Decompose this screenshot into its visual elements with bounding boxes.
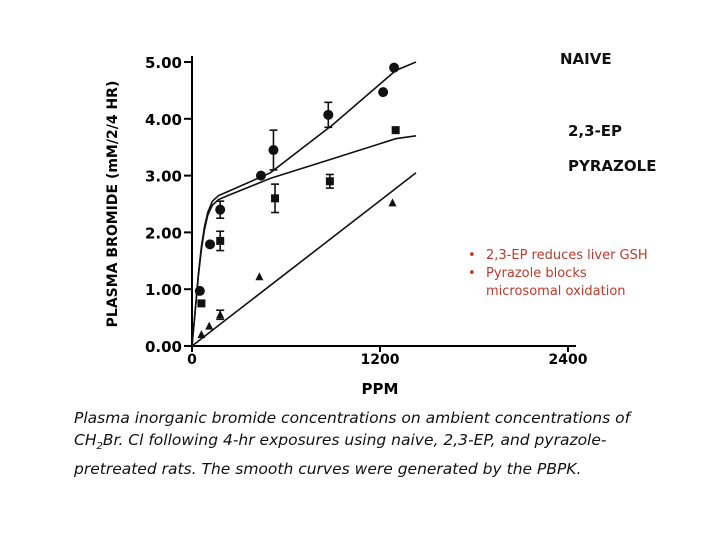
model-curves bbox=[191, 61, 417, 347]
point-2-3-ep bbox=[271, 194, 280, 203]
point-2-3-ep bbox=[391, 126, 400, 135]
y-tick-label: 4.00 bbox=[145, 111, 182, 129]
point-naive bbox=[378, 87, 389, 98]
point-2-3-ep bbox=[216, 236, 225, 245]
point-naive bbox=[205, 239, 216, 250]
point-naive bbox=[323, 109, 334, 120]
figure-caption: Plasma inorganic bromide concentrations … bbox=[74, 407, 684, 480]
legend-label-pyrazole: PYRAZOLE bbox=[568, 157, 656, 175]
point-pyrazole bbox=[388, 198, 397, 207]
y-tick-label: 3.00 bbox=[145, 168, 182, 186]
curve-2-3-ep bbox=[191, 135, 417, 347]
annotation-bullet: • bbox=[468, 266, 476, 281]
annotation-line: 2,3-EP reduces liver GSH bbox=[486, 248, 648, 263]
x-tick-label: 2400 bbox=[549, 352, 588, 368]
caption-part2: Br. Cl following 4-hr exposures using na… bbox=[74, 431, 607, 479]
point-pyrazole bbox=[197, 330, 206, 339]
annotation-line: microsomal oxidation bbox=[486, 284, 626, 299]
caption-subscript: 2 bbox=[96, 441, 103, 453]
y-tick-label: 5.00 bbox=[145, 54, 182, 72]
bromide-chart: PPM PLASMA BROMIDE (mM/2/4 HR) 0.00 1.00 2.… bbox=[105, 50, 686, 398]
point-pyrazole bbox=[216, 310, 225, 319]
x-axis-title: PPM bbox=[362, 380, 399, 398]
point-naive bbox=[215, 204, 226, 215]
point-naive bbox=[268, 145, 279, 156]
data-points bbox=[194, 62, 400, 339]
x-tick-label: 1200 bbox=[361, 352, 400, 368]
curve-naive bbox=[191, 61, 417, 347]
point-naive bbox=[255, 170, 266, 181]
curve-pyrazole bbox=[191, 172, 417, 347]
point-naive bbox=[389, 62, 400, 73]
point-2-3-ep bbox=[197, 299, 206, 308]
chart-axes: PPM PLASMA BROMIDE (mM/2/4 HR) bbox=[105, 56, 576, 398]
series-labels: NAIVE 2,3-EP PYRAZOLE bbox=[560, 50, 656, 175]
x-tick-label: 0 bbox=[187, 352, 197, 368]
y-tick-label: 1.00 bbox=[145, 281, 182, 299]
caption-part1: Plasma inorganic bromide concentrations … bbox=[74, 409, 631, 449]
point-pyrazole bbox=[255, 272, 264, 281]
y-tick-label: 0.00 bbox=[145, 338, 182, 356]
legend-label-naive: NAIVE bbox=[560, 50, 612, 68]
point-2-3-ep bbox=[325, 177, 334, 186]
y-axis-title: PLASMA BROMIDE (mM/2/4 HR) bbox=[105, 81, 121, 328]
chart-ticks: 0.00 1.00 2.00 3.00 4.00 5.00 0 1200 2400 bbox=[145, 54, 588, 368]
annotation-box: • 2,3-EP reduces liver GSH • Pyrazole block… bbox=[464, 242, 686, 306]
legend-label-2-3-ep: 2,3-EP bbox=[568, 122, 622, 140]
error-bars bbox=[216, 101, 334, 321]
annotation-bullet: • bbox=[468, 248, 476, 263]
annotation-background bbox=[464, 242, 686, 306]
annotation-line: Pyrazole blocks bbox=[486, 266, 587, 281]
y-tick-label: 2.00 bbox=[145, 224, 182, 242]
point-pyrazole bbox=[205, 321, 214, 330]
point-naive bbox=[194, 285, 205, 296]
